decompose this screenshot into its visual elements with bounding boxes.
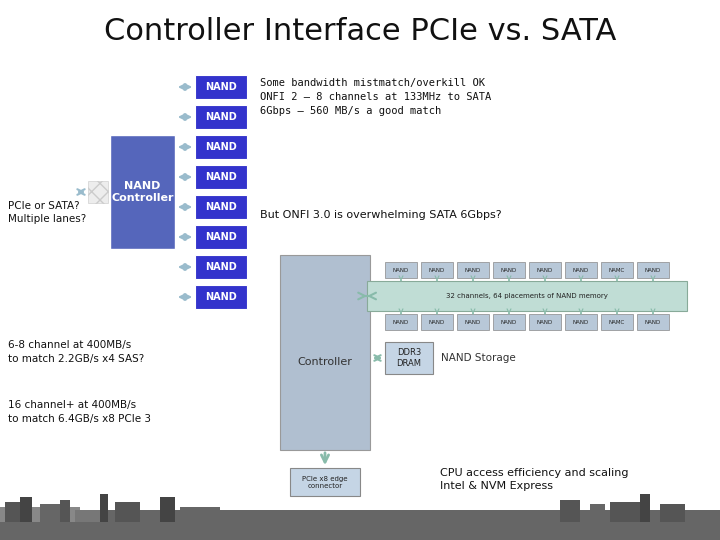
Bar: [610, 502, 640, 522]
Bar: [457, 262, 489, 278]
Text: NAND Storage: NAND Storage: [441, 353, 516, 363]
Text: NAND: NAND: [205, 112, 237, 122]
Text: CPU access efficiency and scaling: CPU access efficiency and scaling: [440, 468, 629, 478]
Text: NAND: NAND: [465, 267, 481, 273]
Bar: [457, 314, 489, 330]
Bar: [60, 500, 70, 522]
Bar: [195, 195, 247, 219]
Text: Intel & NVM Express: Intel & NVM Express: [440, 481, 553, 491]
Text: NAND: NAND: [573, 267, 589, 273]
Bar: [115, 502, 140, 522]
Text: NAMC: NAMC: [609, 320, 625, 325]
Text: Controller Interface PCIe vs. SATA: Controller Interface PCIe vs. SATA: [104, 17, 616, 46]
Bar: [385, 314, 417, 330]
Bar: [660, 504, 685, 522]
Text: NAND: NAND: [205, 262, 237, 272]
Text: 32 channels, 64 placements of NAND memory: 32 channels, 64 placements of NAND memor…: [446, 293, 608, 299]
Bar: [565, 314, 597, 330]
Bar: [493, 262, 525, 278]
Bar: [180, 507, 220, 522]
Text: PCIe or SATA?: PCIe or SATA?: [8, 201, 80, 211]
Text: NAND: NAND: [205, 172, 237, 182]
Text: to match 6.4GB/s x8 PCIe 3: to match 6.4GB/s x8 PCIe 3: [8, 414, 151, 424]
Bar: [290, 468, 360, 496]
Bar: [385, 342, 433, 374]
Text: NAND: NAND: [465, 320, 481, 325]
Text: NAND: NAND: [393, 320, 409, 325]
Bar: [40, 504, 60, 522]
Bar: [195, 135, 247, 159]
Bar: [110, 135, 175, 249]
Text: NAND: NAND: [205, 142, 237, 152]
Text: NAND: NAND: [205, 82, 237, 92]
Text: to match 2.2GB/s x4 SAS?: to match 2.2GB/s x4 SAS?: [8, 354, 144, 364]
Bar: [0, 507, 80, 522]
Text: NAMC: NAMC: [609, 267, 625, 273]
Text: NAND: NAND: [645, 320, 661, 325]
Text: But ONFI 3.0 is overwhelming SATA 6Gbps?: But ONFI 3.0 is overwhelming SATA 6Gbps?: [260, 210, 502, 220]
Bar: [88, 181, 108, 203]
Text: NAND: NAND: [537, 267, 553, 273]
Bar: [640, 494, 650, 522]
Text: NAND: NAND: [573, 320, 589, 325]
Bar: [280, 255, 370, 450]
Text: Multiple lanes?: Multiple lanes?: [8, 214, 86, 224]
Text: NAND
Controller: NAND Controller: [112, 181, 174, 203]
Bar: [601, 314, 633, 330]
Bar: [637, 314, 669, 330]
Bar: [529, 262, 561, 278]
Bar: [195, 165, 247, 189]
Bar: [601, 262, 633, 278]
Text: NAND: NAND: [429, 267, 445, 273]
Bar: [195, 225, 247, 249]
Bar: [75, 510, 105, 522]
Text: 16 channel+ at 400MB/s: 16 channel+ at 400MB/s: [8, 400, 136, 410]
Bar: [590, 504, 605, 522]
Bar: [195, 75, 247, 99]
Text: Some bandwidth mistmatch/overkill OK: Some bandwidth mistmatch/overkill OK: [260, 78, 485, 88]
Bar: [195, 255, 247, 279]
Bar: [100, 494, 108, 522]
Bar: [195, 285, 247, 309]
Text: PCIe x8 edge
connector: PCIe x8 edge connector: [302, 476, 348, 489]
Text: NAND: NAND: [537, 320, 553, 325]
Text: NAND: NAND: [645, 267, 661, 273]
Text: 6-8 channel at 400MB/s: 6-8 channel at 400MB/s: [8, 340, 131, 350]
Bar: [560, 500, 580, 522]
Bar: [160, 497, 175, 522]
Bar: [20, 497, 32, 522]
Bar: [5, 502, 20, 522]
Bar: [0, 510, 720, 540]
Text: NAND: NAND: [501, 320, 517, 325]
Text: ONFI 2 – 8 channels at 133MHz to SATA: ONFI 2 – 8 channels at 133MHz to SATA: [260, 92, 491, 102]
Bar: [367, 281, 687, 311]
Bar: [637, 262, 669, 278]
Text: NAND: NAND: [501, 267, 517, 273]
Text: NAND: NAND: [393, 267, 409, 273]
Bar: [565, 262, 597, 278]
Bar: [421, 262, 453, 278]
Text: 6Gbps – 560 MB/s a good match: 6Gbps – 560 MB/s a good match: [260, 106, 441, 116]
Text: DDR3
DRAM: DDR3 DRAM: [397, 348, 421, 368]
Text: NAND: NAND: [205, 232, 237, 242]
Bar: [421, 314, 453, 330]
Text: NAND: NAND: [205, 202, 237, 212]
Bar: [529, 314, 561, 330]
Bar: [385, 262, 417, 278]
Bar: [195, 105, 247, 129]
Bar: [493, 314, 525, 330]
Text: NAND: NAND: [429, 320, 445, 325]
Text: NAND: NAND: [205, 292, 237, 302]
Text: Controller: Controller: [297, 357, 352, 367]
